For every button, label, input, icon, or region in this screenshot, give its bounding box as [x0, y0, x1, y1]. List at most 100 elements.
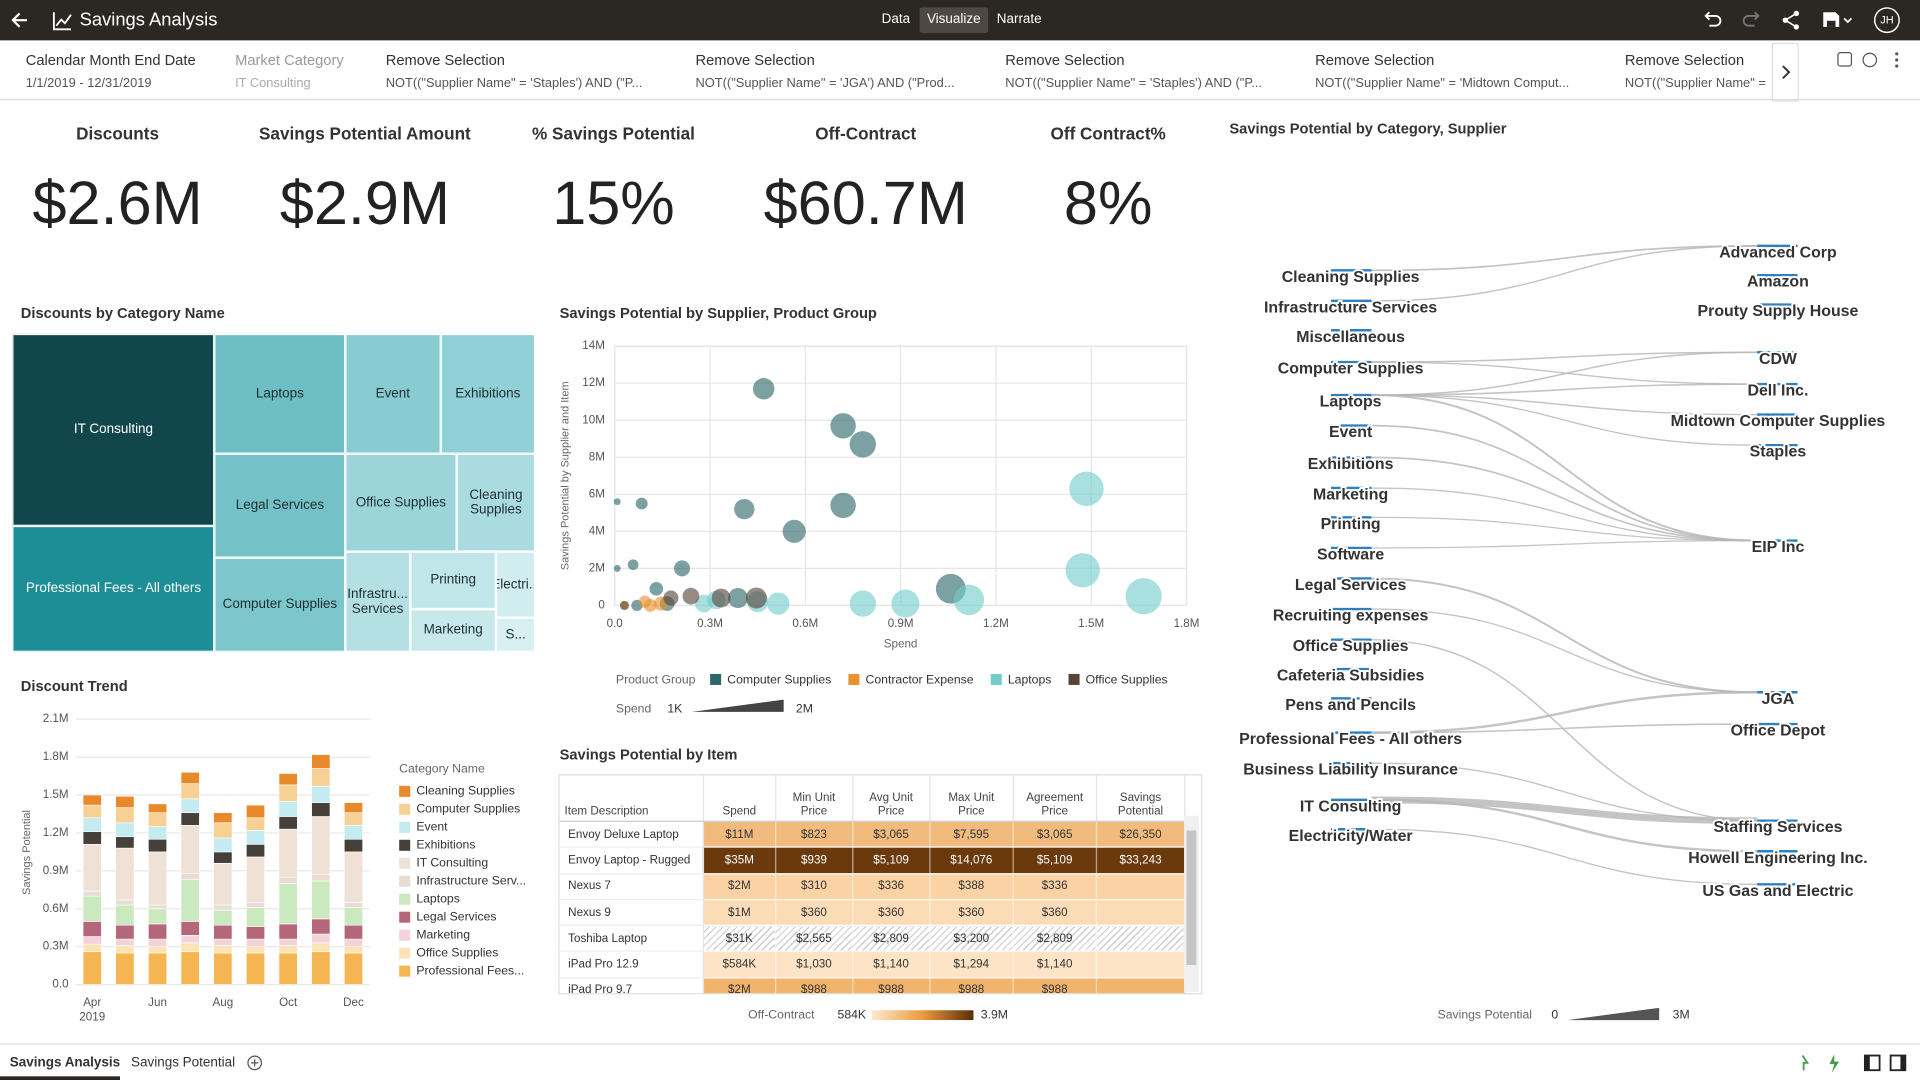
- table-row: iPad Pro 9.7 $2M $988 $988 $988 $988: [559, 977, 1186, 994]
- filter-chip[interactable]: Market Category IT Consulting: [235, 51, 529, 90]
- table-cell: $5,109: [852, 847, 931, 875]
- target-label: Prouty Supply House: [1698, 303, 1859, 320]
- y-tick-label: 10M: [582, 413, 605, 426]
- share-button[interactable]: [1777, 0, 1806, 40]
- bar-segment: [278, 784, 298, 802]
- bar-segment: [246, 938, 266, 947]
- bar-segment: [148, 838, 168, 853]
- size-legend-title: Spend: [616, 702, 652, 716]
- tab-data[interactable]: Data: [881, 12, 911, 27]
- tab-visualize[interactable]: Visualize: [919, 7, 988, 34]
- table-cell: iPad Pro 12.9: [559, 951, 704, 979]
- bar-segment: [213, 952, 233, 985]
- column-header: Item Description: [559, 775, 704, 822]
- bubble: [752, 378, 775, 400]
- table-cell: $7,595: [929, 821, 1014, 848]
- kpi-title: Discounts: [76, 123, 159, 144]
- bar-segment: [82, 817, 102, 832]
- sankey-link: [1371, 424, 1758, 542]
- filter-chip[interactable]: Remove Selection NOT(("Supplier Name" = '…: [1625, 51, 1769, 90]
- scrollbar[interactable]: [1184, 815, 1199, 992]
- redo-button[interactable]: [1738, 0, 1767, 40]
- sankey-link: [1371, 577, 1758, 694]
- active-tab-underline: [0, 1076, 121, 1080]
- canvas-tab[interactable]: Savings Potential: [131, 1055, 236, 1071]
- filter-tools[interactable]: [1834, 48, 1912, 72]
- filter-chip[interactable]: Remove Selection NOT(("Supplier Name" = '…: [386, 51, 680, 90]
- size-legend-wedge: [691, 699, 784, 712]
- table-row: Envoy Laptop - Rugged $35M $939 $5,109 $14,0…: [559, 847, 1186, 875]
- bar-segment: [311, 874, 331, 882]
- source-label: Office Supplies: [1293, 638, 1409, 655]
- table-row: Toshiba Laptop $31K $2,565 $2,809 $3,200 $2,8…: [559, 925, 1186, 953]
- x-tick-label: Apr: [83, 996, 101, 1009]
- scroll-thumb[interactable]: [1186, 830, 1197, 966]
- target-label: Staffing Services: [1713, 819, 1842, 836]
- treemap-cell: Electri...: [496, 551, 536, 618]
- bar-segment: [278, 876, 298, 884]
- x-tick-label: Jun: [148, 996, 167, 1009]
- filter-bar: Calendar Month End Date 1/1/2019 - 12/31/…: [0, 40, 1770, 99]
- chevron: [1782, 65, 1791, 79]
- bar-segment: [115, 904, 135, 926]
- bubble: [613, 498, 621, 506]
- bar-segment: [148, 923, 168, 940]
- filter-value: IT Consulting: [235, 75, 311, 91]
- source-label: Marketing: [1313, 487, 1388, 504]
- treemap-cell: Professional Fees - All others: [12, 525, 215, 652]
- bar-segment: [115, 807, 135, 824]
- add-canvas-button[interactable]: [245, 1053, 265, 1073]
- source-label: Pens and Pencils: [1285, 697, 1416, 714]
- bubble: [891, 589, 920, 618]
- x-tick-label: 1.5M: [1078, 617, 1104, 630]
- user-avatar[interactable]: JH: [1873, 0, 1902, 40]
- source-label: Exhibitions: [1308, 456, 1394, 473]
- column-header: Min Unit Price: [775, 775, 854, 822]
- cell-label: Infrastru... Services: [347, 587, 408, 617]
- undo-button[interactable]: [1697, 0, 1726, 40]
- legend-label: Office Supplies: [1086, 672, 1168, 686]
- footer-tools[interactable]: [1795, 1051, 1917, 1075]
- table-legend-max: 3.9M: [981, 1007, 1008, 1021]
- treemap-cell: Legal Services: [214, 453, 346, 558]
- source-label: Miscellaneous: [1296, 329, 1405, 346]
- canvas-tab[interactable]: Savings Analysis: [9, 1055, 121, 1071]
- source-label: Software: [1317, 546, 1384, 563]
- source-label: Cleaning Supplies: [1282, 269, 1420, 286]
- bar-segment: [343, 902, 363, 908]
- filter-chip[interactable]: Remove Selection NOT(("Supplier Name" = '…: [696, 51, 990, 90]
- table-cell: $26,350: [1096, 821, 1186, 848]
- filter-chip[interactable]: Calendar Month End Date 1/1/2019 - 12/31/…: [26, 51, 320, 90]
- kpi-value: 8%: [1063, 168, 1153, 238]
- back-button[interactable]: [2, 0, 39, 40]
- width-legend-max: 3M: [1673, 1007, 1690, 1021]
- legend-swatch: [399, 875, 411, 887]
- filter-chip[interactable]: Remove Selection NOT(("Supplier Name" = '…: [1315, 51, 1609, 90]
- bar-segment: [180, 921, 200, 936]
- bar-segment: [343, 946, 363, 954]
- filter-scroll-button[interactable]: [1771, 42, 1799, 102]
- chart-title: Discounts by Category Name: [21, 306, 225, 322]
- table-cell: $3,065: [852, 821, 931, 848]
- treemap-cell: Printing: [410, 551, 497, 609]
- bar-segment: [343, 825, 363, 840]
- target-label: Amazon: [1747, 274, 1809, 291]
- filter-chip[interactable]: Remove Selection NOT(("Supplier Name" = '…: [1005, 51, 1299, 90]
- bar-segment: [115, 795, 135, 808]
- table-cell: [1096, 873, 1186, 901]
- save-button[interactable]: [1820, 0, 1857, 40]
- filter-label: Remove Selection: [1624, 51, 1745, 69]
- tab-narrate[interactable]: Narrate: [996, 12, 1042, 27]
- table-cell: Toshiba Laptop: [559, 925, 704, 953]
- target-label: Advanced Corp: [1719, 244, 1837, 261]
- target-label: Office Depot: [1731, 723, 1826, 740]
- bar-segment: [148, 812, 168, 827]
- bar-segment: [82, 890, 102, 897]
- target-label: CDW: [1759, 351, 1797, 368]
- filter-value: 1/1/2019 - 12/31/2019: [25, 75, 152, 91]
- bar-segment: [115, 924, 135, 940]
- bar-segment: [82, 831, 102, 845]
- bubble: [627, 559, 639, 571]
- bar-segment: [180, 825, 200, 874]
